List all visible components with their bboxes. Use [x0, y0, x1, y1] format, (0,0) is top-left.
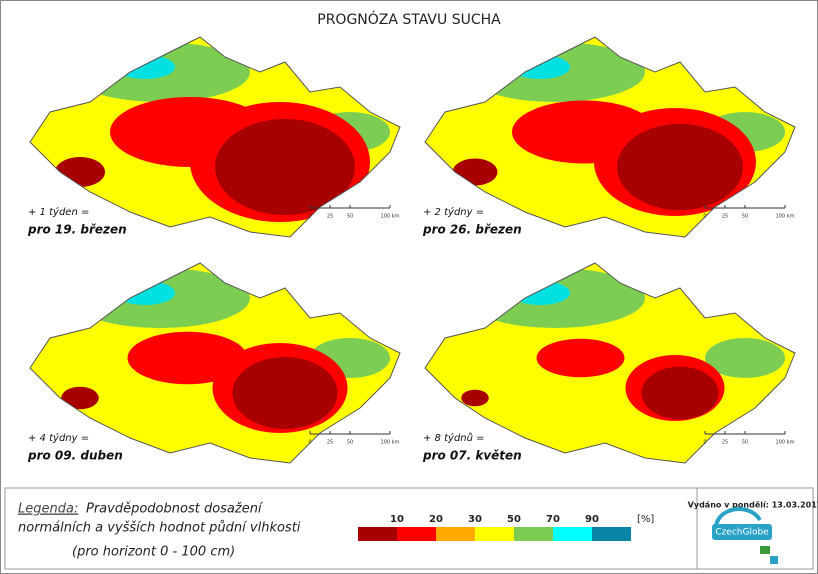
dry-area — [617, 123, 743, 211]
legend-text: normálních a vyšších hodnot půdní vlhkos… — [18, 521, 301, 536]
scale-bar: 0 25 50 100 km — [308, 431, 400, 446]
scale-label: 100 km — [776, 214, 795, 220]
legend-tick: 50 — [507, 514, 521, 525]
legend-swatch — [553, 527, 592, 541]
legend-text: Pravděpodobnost dosažení — [86, 502, 264, 517]
panel-date: pro 07. květen — [422, 449, 522, 463]
legend-tick: 30 — [468, 514, 482, 525]
dry-area — [461, 389, 489, 407]
panel-offset: + 2 týdny = — [423, 206, 484, 218]
dry-area — [641, 366, 719, 420]
scale-label: 100 km — [776, 440, 795, 446]
scale-label: 100 km — [381, 214, 400, 220]
border — [424, 262, 796, 464]
legend-swatch — [514, 527, 553, 541]
legend-tick: 70 — [546, 514, 560, 525]
issued: Vydáno v pondělí: 13.03.2017 — [688, 500, 818, 510]
legend-swatch — [592, 527, 631, 541]
border — [29, 262, 401, 464]
scale-label: 100 km — [381, 440, 400, 446]
scale-label: 25 — [722, 214, 728, 220]
legend-label: Legenda: — [18, 502, 78, 517]
panel-offset: + 8 týdnů = — [423, 432, 485, 444]
dry-area — [61, 386, 99, 410]
panel-date: pro 09. duben — [27, 449, 123, 463]
scale-bar: 0 25 50 100 km — [703, 431, 795, 446]
scale-label: 0 — [308, 214, 311, 220]
title: PROGNÓZA STAVU SUCHA — [317, 10, 501, 28]
border — [424, 36, 796, 238]
scale-label: 25 — [327, 440, 333, 446]
scale-label: 50 — [347, 440, 353, 446]
legend-swatch — [475, 527, 514, 541]
legend-tick: 90 — [585, 514, 599, 525]
scale-label: 25 — [722, 440, 728, 446]
legend-scale: 10 20 30 50 70 90 [%] — [358, 514, 654, 541]
scale-label: 0 — [703, 440, 706, 446]
panel-offset: + 1 týden = — [28, 206, 89, 218]
scale-bar: 0 25 50 100 km — [308, 205, 400, 220]
legend-tick: 20 — [429, 514, 443, 525]
legend-swatch — [397, 527, 436, 541]
dry-area — [232, 357, 338, 429]
border — [29, 36, 401, 238]
panel-date: pro 19. březen — [27, 223, 127, 237]
dry-area — [536, 338, 625, 378]
panel-offset: + 4 týdny = — [28, 432, 89, 444]
dry-area — [215, 119, 355, 215]
legend-swatch — [436, 527, 475, 541]
legend-unit: [%] — [637, 514, 654, 525]
scale-label: 50 — [742, 440, 748, 446]
scale-bar: 0 25 50 100 km — [703, 205, 795, 220]
scale-label: 50 — [347, 214, 353, 220]
legend-horizon: (pro horizont 0 - 100 cm) — [72, 545, 235, 560]
scale-label: 50 — [742, 214, 748, 220]
wet-area — [705, 338, 785, 378]
scale-label: 0 — [308, 440, 311, 446]
legend-tick: 10 — [390, 514, 404, 525]
logo-text: CzechGlobe — [715, 528, 769, 538]
scale-label: 0 — [703, 214, 706, 220]
legend-swatch — [358, 527, 397, 541]
legend-box — [4, 487, 814, 570]
panel-date: pro 26. březen — [422, 223, 522, 237]
scale-label: 25 — [327, 214, 333, 220]
logo: CzechGlobe — [712, 507, 778, 564]
